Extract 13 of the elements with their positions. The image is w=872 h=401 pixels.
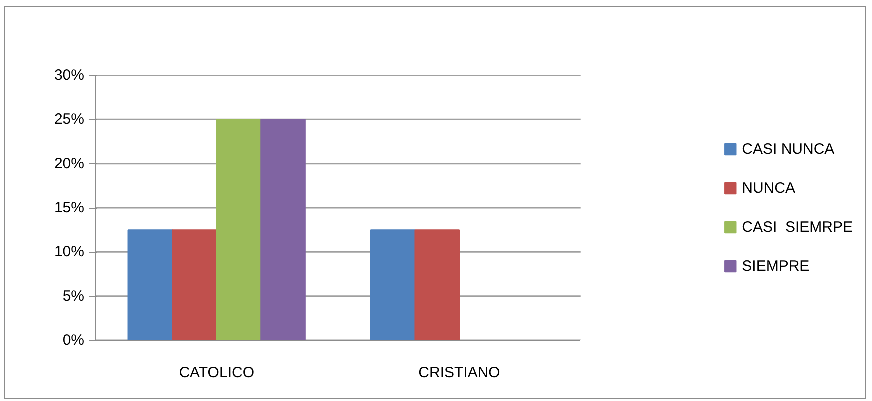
y-tick-label: 30%	[54, 67, 85, 84]
x-tick-label: CRISTIANO	[418, 364, 500, 382]
legend-label: SIEMPRE	[742, 258, 810, 274]
y-tick-label: 15%	[54, 200, 85, 216]
y-tick-label: 20%	[54, 155, 85, 172]
y-tick-label: 10%	[54, 244, 85, 261]
y-tick-label: 0%	[62, 332, 85, 349]
legend-label: CASI SIEMRPE	[742, 218, 853, 236]
x-tick-label: CATOLICO	[179, 364, 254, 382]
y-tick-label: 25%	[54, 111, 85, 128]
legend-label: NUNCA	[742, 180, 796, 196]
y-tick-label: 5%	[62, 288, 85, 305]
legend-label: CASI NUNCA	[742, 140, 835, 158]
